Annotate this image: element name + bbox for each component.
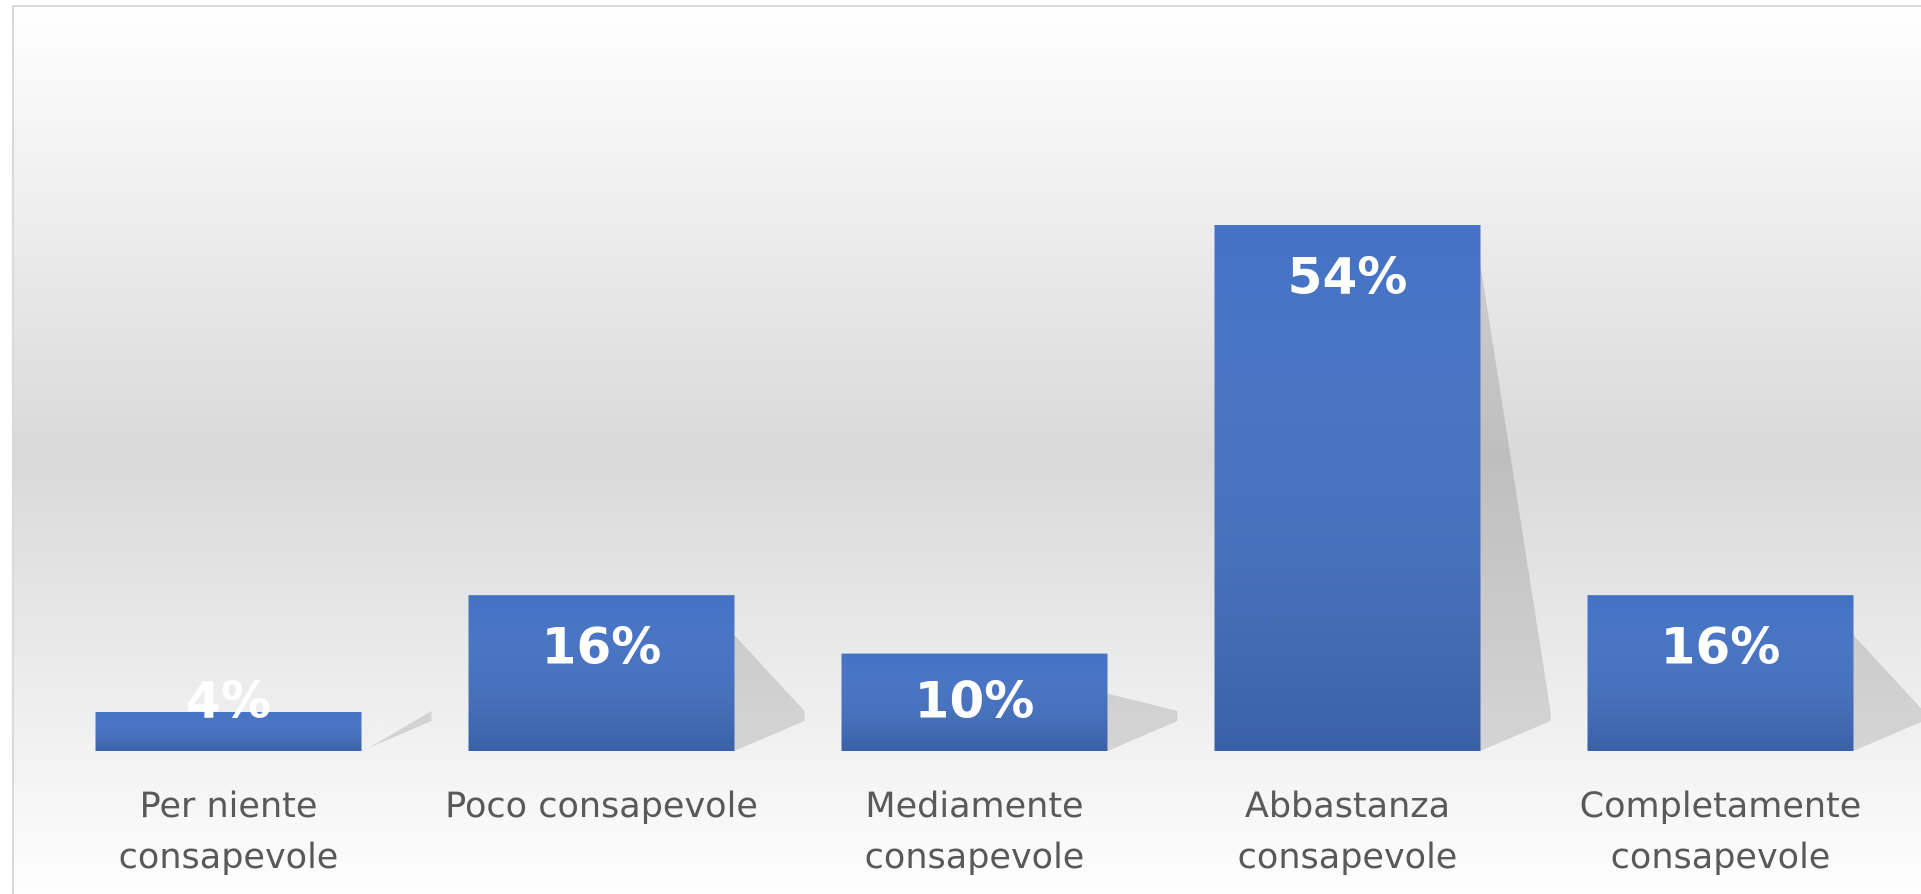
bar-shadow: [1853, 635, 1921, 751]
x-tick-label: Completamente consapevole: [1579, 786, 1862, 877]
x-tick-label: Poco consapevole: [445, 786, 758, 826]
value-label: 4%: [186, 672, 271, 730]
value-label: 54%: [1288, 248, 1408, 306]
bar-shade: [1587, 595, 1854, 751]
value-label: 16%: [542, 618, 662, 676]
bar-shade: [468, 595, 735, 751]
bar-shadow: [1107, 693, 1178, 751]
x-tick-label: Per niente consapevole: [118, 786, 339, 877]
value-label: 10%: [915, 672, 1035, 730]
x-tick-label: Mediamente consapevole: [864, 786, 1085, 877]
bar-shadow: [734, 635, 805, 751]
plot-background: [12, 5, 1921, 894]
bar-shadow: [1480, 265, 1551, 751]
x-tick-label: Abbastanza consapevole: [1237, 786, 1458, 877]
bar-shade: [1214, 225, 1481, 752]
bar-shadow: [361, 711, 432, 753]
bar-shade: [841, 653, 1108, 751]
bar-shade: [95, 712, 362, 751]
value-label: 16%: [1661, 618, 1781, 676]
